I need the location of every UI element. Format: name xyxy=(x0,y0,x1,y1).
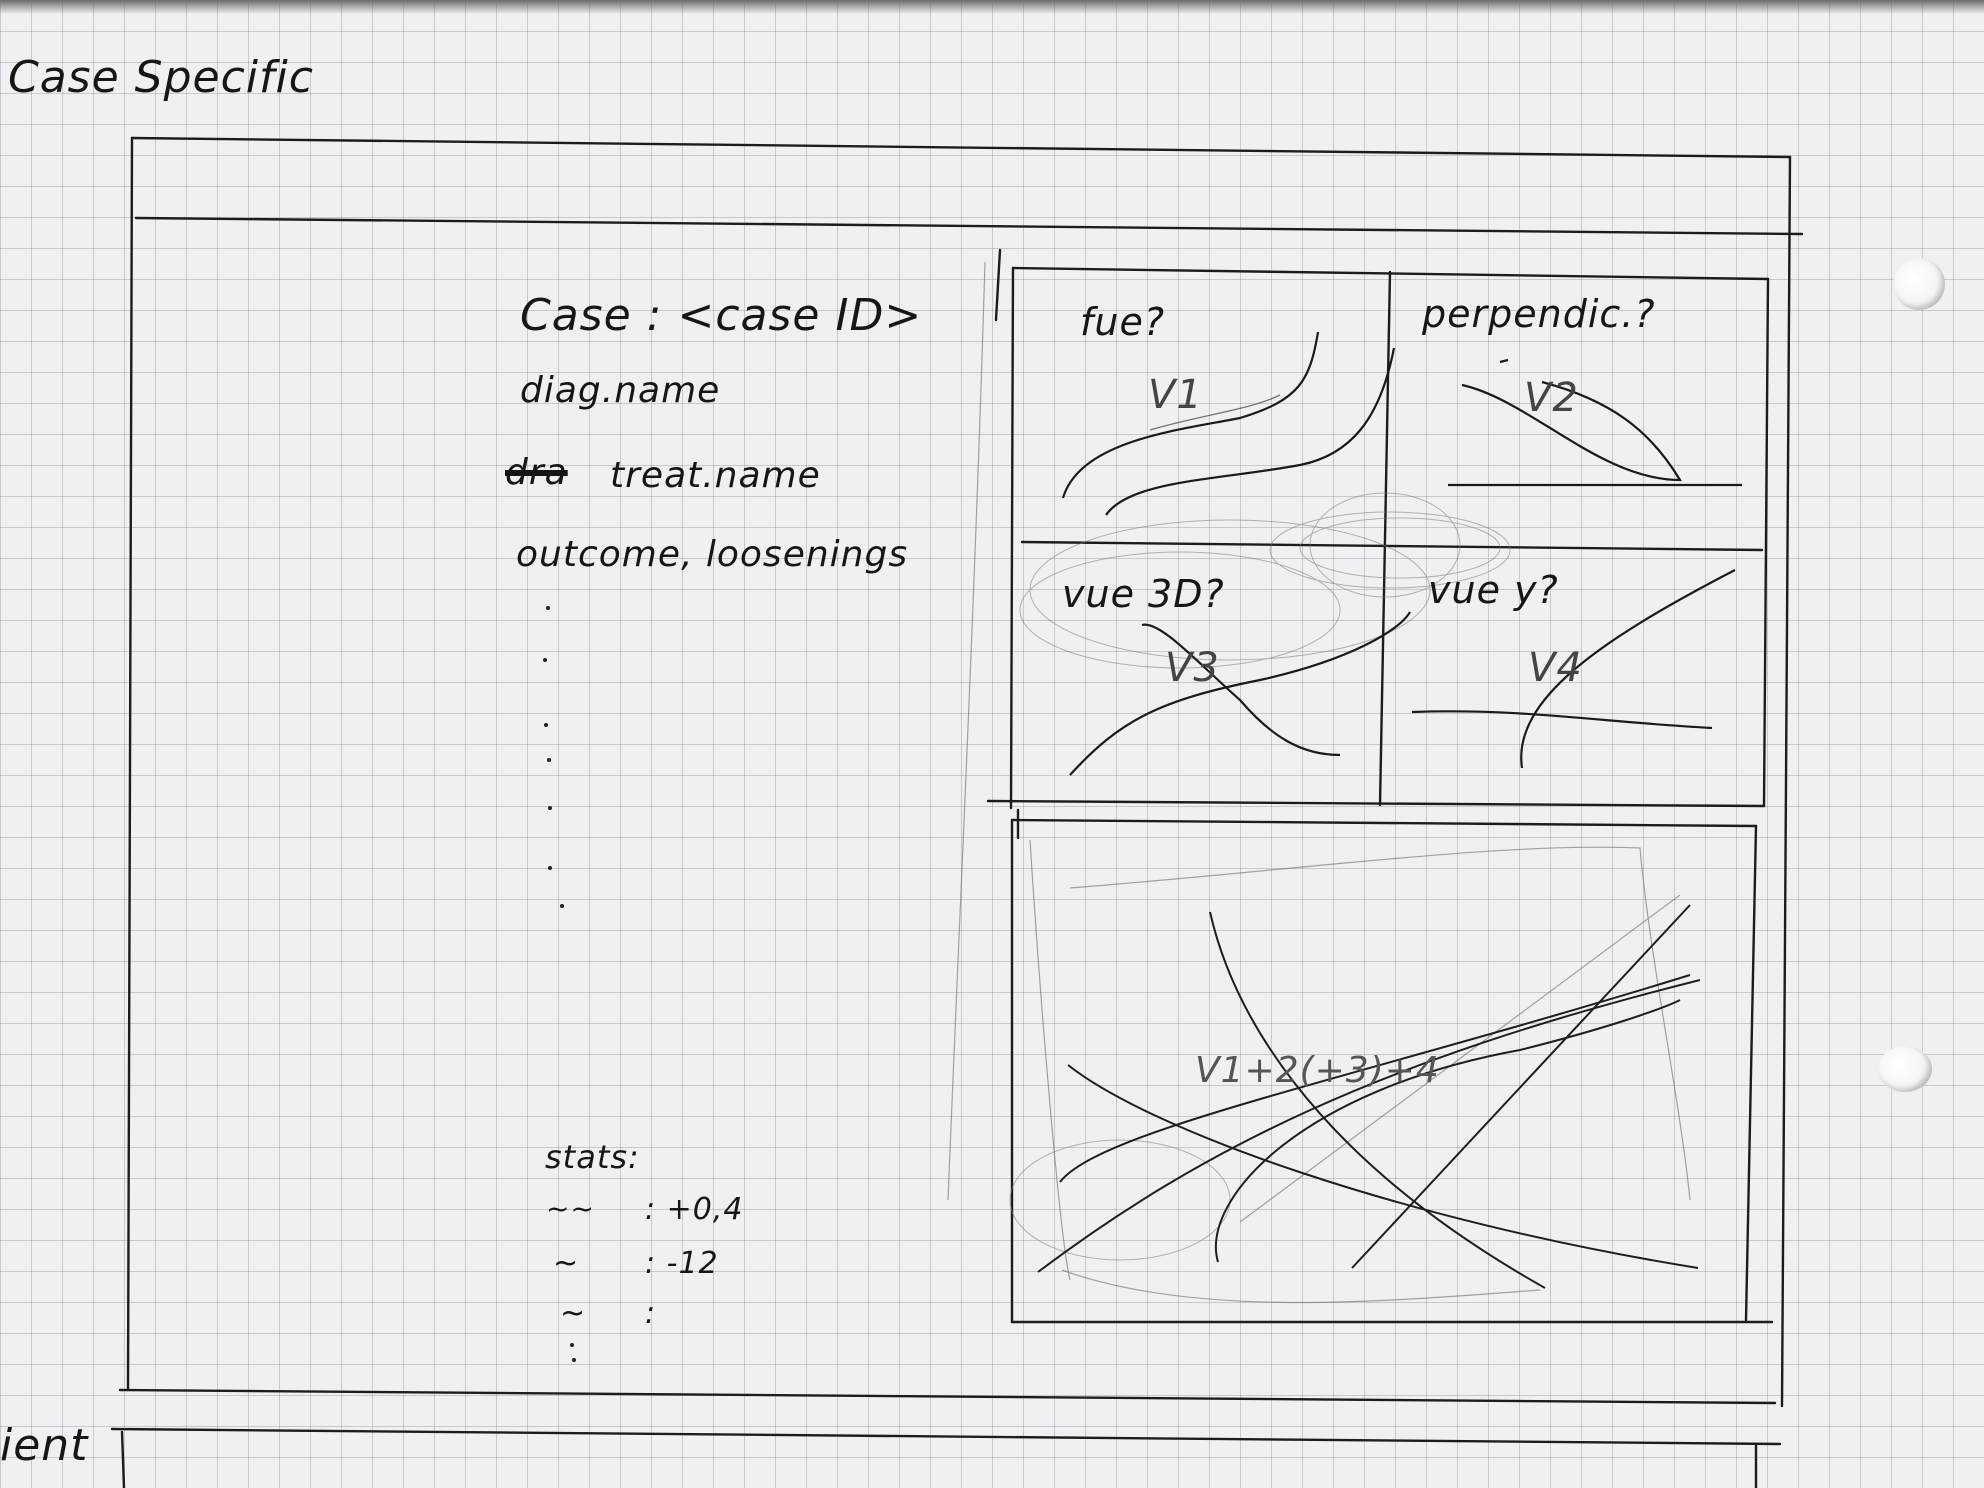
plot-grid-right xyxy=(1762,277,1770,808)
window-right-border xyxy=(1780,155,1792,1408)
plot-grid-vertical-divider xyxy=(1378,270,1392,807)
stats-symbol: ~ xyxy=(560,1296,587,1331)
plot-title-v2: perpendic.? xyxy=(1422,292,1656,336)
plot-title-v3: vue 3D? xyxy=(1062,572,1225,616)
punch-hole-bottom xyxy=(1878,1046,1932,1092)
stats-symbol: ~~ xyxy=(546,1192,595,1225)
struck-word: dra xyxy=(505,452,568,493)
plot-title-v1: fue? xyxy=(1080,300,1166,344)
page-title: Case Specific xyxy=(8,52,314,103)
plot-tag-v2: V2 xyxy=(1524,375,1579,421)
paper-edge-shadow xyxy=(0,0,1984,14)
plot-grid-bottom xyxy=(986,799,1766,808)
combined-plot-top xyxy=(1010,818,1758,828)
stats-value: : xyxy=(645,1296,657,1331)
treatment-name: treat.name xyxy=(610,455,821,496)
window-header-divider xyxy=(134,216,1804,236)
punch-hole-top xyxy=(1893,258,1945,310)
diagnosis-name: diag.name xyxy=(520,370,721,411)
stats-symbol: ~ xyxy=(553,1246,580,1281)
stats-value: : -12 xyxy=(645,1246,719,1281)
stats-value: : +0,4 xyxy=(645,1192,744,1227)
plot-tag-v4: V4 xyxy=(1528,645,1583,691)
window-top-border xyxy=(130,136,1792,159)
outcome-label: outcome, loosenings xyxy=(516,534,909,575)
next-window-top-border xyxy=(110,1427,1782,1446)
window-bottom-border xyxy=(118,1388,1777,1405)
case-header: Case : <case ID> xyxy=(520,290,923,341)
plot-title-v4: vue y? xyxy=(1428,568,1559,612)
plot-tag-v1: V1 xyxy=(1148,372,1203,418)
combined-plot-right xyxy=(1744,824,1758,1322)
plot-tag-v3: V3 xyxy=(1165,645,1220,691)
next-section-fragment: ient xyxy=(0,1420,89,1471)
stats-label: stats: xyxy=(545,1138,640,1176)
combined-plot-tag: V1+2(+3)+4 xyxy=(1195,1050,1440,1091)
plot-grid-left xyxy=(1009,266,1015,810)
window-left-border xyxy=(126,136,134,1392)
plot-grid-horizontal-divider xyxy=(1020,540,1764,552)
